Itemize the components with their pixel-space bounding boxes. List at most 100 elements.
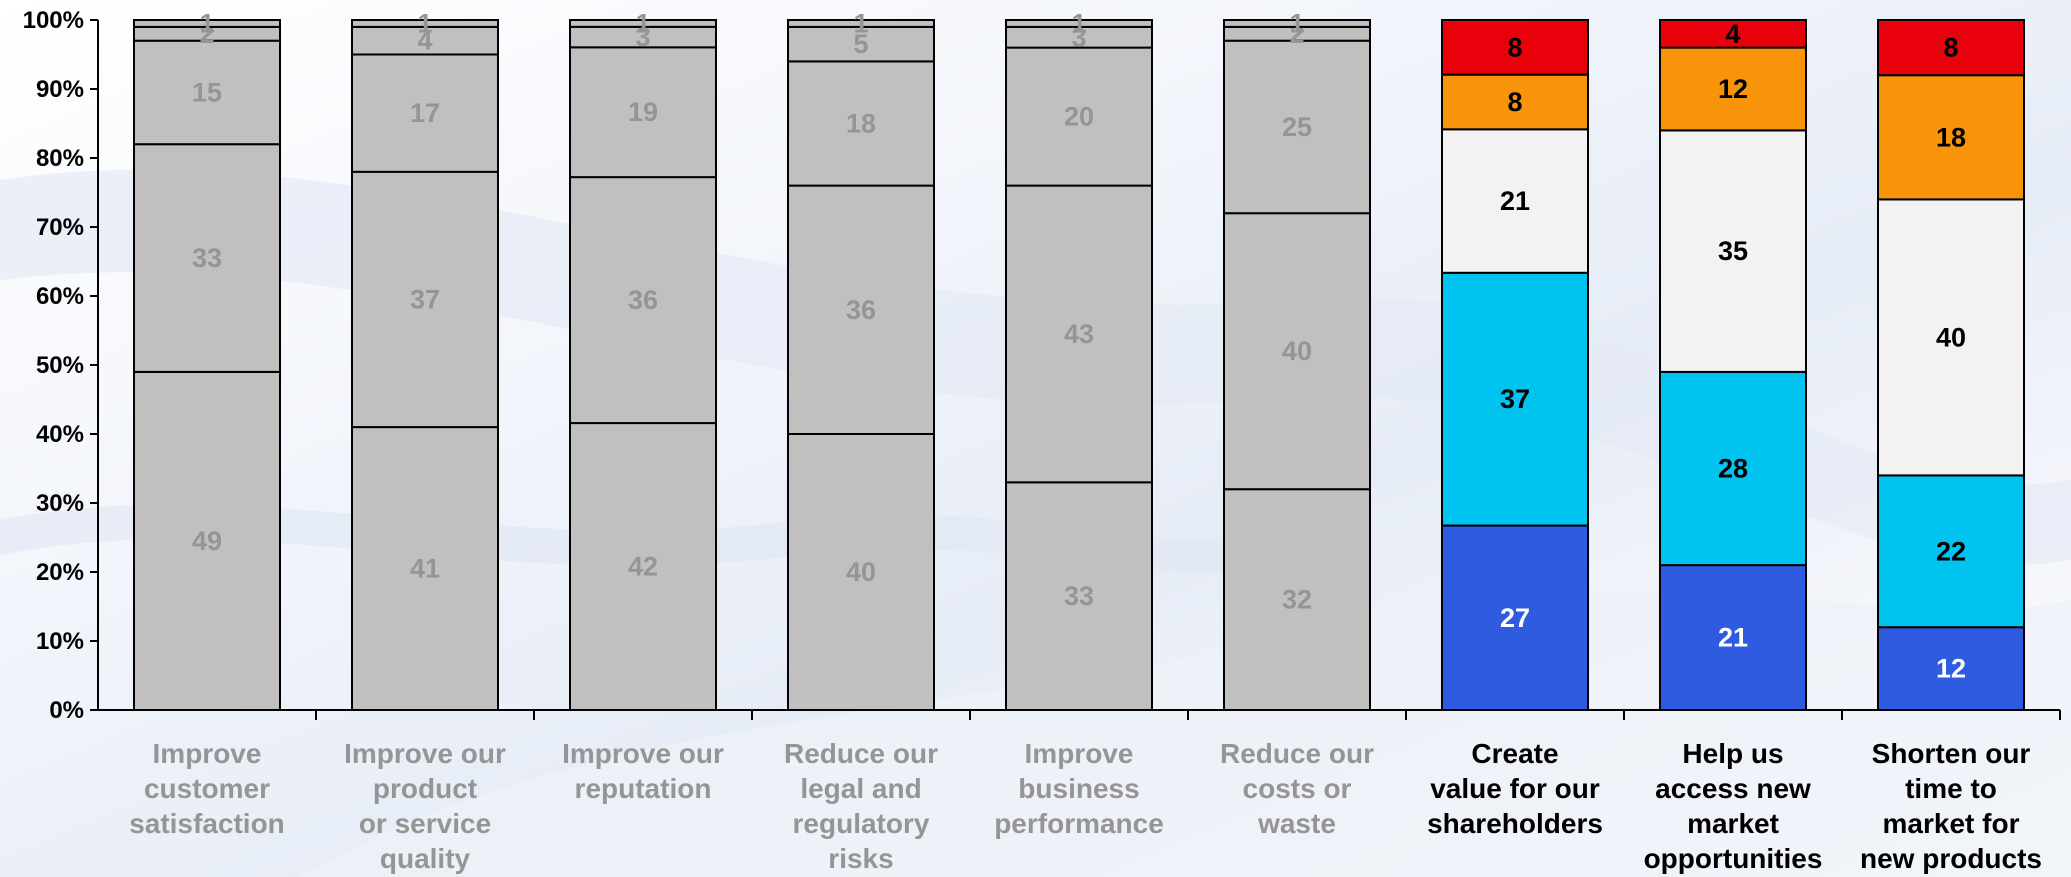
y-tick-label: 90%	[36, 76, 84, 103]
category-label-line: Reduce our	[1220, 738, 1374, 769]
bar-segment	[1005, 19, 1153, 28]
category-label-line: customer	[144, 773, 270, 804]
category-label-line: value for our	[1430, 773, 1600, 804]
category-label-line: Improve	[1025, 738, 1134, 769]
bar-segment	[133, 370, 281, 711]
data-label: 8	[1507, 32, 1522, 62]
data-label: 28	[1718, 454, 1748, 484]
data-label: 4	[417, 26, 432, 56]
data-label: 27	[1500, 603, 1530, 633]
bar-stacks: 4933152141371741423619314036185133432031…	[133, 8, 2025, 712]
data-label: 18	[1936, 122, 1966, 152]
data-label: 22	[1936, 536, 1966, 566]
category-label-line: product	[373, 773, 477, 804]
y-tick-label: 40%	[36, 421, 84, 448]
bar-segment	[1441, 128, 1589, 274]
bar-segment	[351, 426, 499, 711]
bar-segment	[351, 170, 499, 429]
bar-segment	[351, 25, 499, 56]
y-tick-label: 70%	[36, 214, 84, 241]
data-label: 21	[1718, 623, 1748, 653]
data-label: 33	[1064, 581, 1094, 611]
category-label-line: risks	[828, 843, 893, 874]
bar-segment	[787, 184, 935, 435]
bar-segment	[1659, 19, 1807, 49]
category-label-line: Reduce our	[784, 738, 938, 769]
category-label-line: business	[1018, 773, 1139, 804]
bar-segment	[1877, 626, 2025, 712]
category-label: Improve our reputation	[562, 738, 724, 804]
data-label: 17	[410, 98, 440, 128]
bar-segment	[787, 19, 935, 28]
data-label: 1	[199, 8, 214, 38]
data-label: 12	[1936, 654, 1966, 684]
data-label: 20	[1064, 102, 1094, 132]
data-label: 49	[192, 526, 222, 556]
category-label-line: market for	[1883, 808, 2020, 839]
data-label: 42	[628, 552, 658, 582]
category-label-line: performance	[994, 808, 1164, 839]
data-label: 41	[410, 554, 440, 584]
bar-segment	[133, 19, 281, 28]
category-label-line: Improve	[153, 738, 262, 769]
bar-segment	[1223, 39, 1371, 215]
data-label: 40	[846, 557, 876, 587]
bar-segment	[1659, 46, 1807, 132]
category-label: Shorten our time to market for new products	[1860, 738, 2042, 874]
category-label-line: satisfaction	[129, 808, 285, 839]
data-label: 18	[846, 109, 876, 139]
data-label: 37	[1500, 384, 1530, 414]
data-label: 36	[628, 285, 658, 315]
category-label-line: costs or	[1243, 773, 1352, 804]
y-tick-label: 50%	[36, 352, 84, 379]
category-label-line: quality	[380, 843, 471, 874]
bar-segment	[569, 176, 717, 425]
bar-segment	[1441, 271, 1589, 527]
category-label-line: opportunities	[1644, 843, 1823, 874]
bar-segment	[1441, 524, 1589, 711]
data-label: 32	[1282, 585, 1312, 615]
category-label-line: reputation	[575, 773, 712, 804]
bar-segment	[1441, 73, 1589, 131]
data-label: 5	[853, 29, 868, 59]
category-label: Reduce our legal and regulatory risks	[784, 738, 938, 874]
category-label-line: time to	[1905, 773, 1997, 804]
data-label: 40	[1936, 322, 1966, 352]
bar-segment	[133, 143, 281, 373]
category-label-line: waste	[1257, 808, 1336, 839]
data-label: 21	[1500, 186, 1530, 216]
bar-segment	[1877, 74, 2025, 201]
data-label: 15	[192, 77, 222, 107]
bar-segment	[569, 19, 717, 28]
bar-segment	[351, 53, 499, 173]
category-label-line: shareholders	[1427, 808, 1603, 839]
data-label: 8	[1507, 87, 1522, 117]
data-label: 4	[1725, 19, 1740, 49]
bar-segment	[1223, 19, 1371, 28]
data-label: 1	[1071, 8, 1086, 38]
data-label: 33	[192, 243, 222, 273]
data-label: 19	[628, 97, 658, 127]
category-label-line: market	[1687, 808, 1779, 839]
category-label-line: Improve our	[562, 738, 724, 769]
data-label: 43	[1064, 319, 1094, 349]
data-label: 40	[1282, 336, 1312, 366]
bar-segment	[1659, 370, 1807, 567]
category-label: Improve business performance	[994, 738, 1164, 839]
category-label-line: Help us	[1682, 738, 1783, 769]
category-label: Improve customer satisfaction	[129, 738, 285, 839]
y-tick-label: 30%	[36, 490, 84, 517]
data-label: 1	[853, 8, 868, 38]
bar-segment	[1877, 19, 2025, 77]
y-tick-label: 20%	[36, 559, 84, 586]
y-tick-label: 10%	[36, 628, 84, 655]
data-label: 12	[1718, 74, 1748, 104]
category-label-line: new products	[1860, 843, 2042, 874]
y-tick-label: 0%	[49, 697, 84, 724]
category-label-line: or service	[359, 808, 491, 839]
data-label: 1	[635, 8, 650, 38]
data-label: 36	[846, 295, 876, 325]
bar-segment	[787, 60, 935, 187]
bar-segment	[569, 422, 717, 711]
data-label: 35	[1718, 236, 1748, 266]
